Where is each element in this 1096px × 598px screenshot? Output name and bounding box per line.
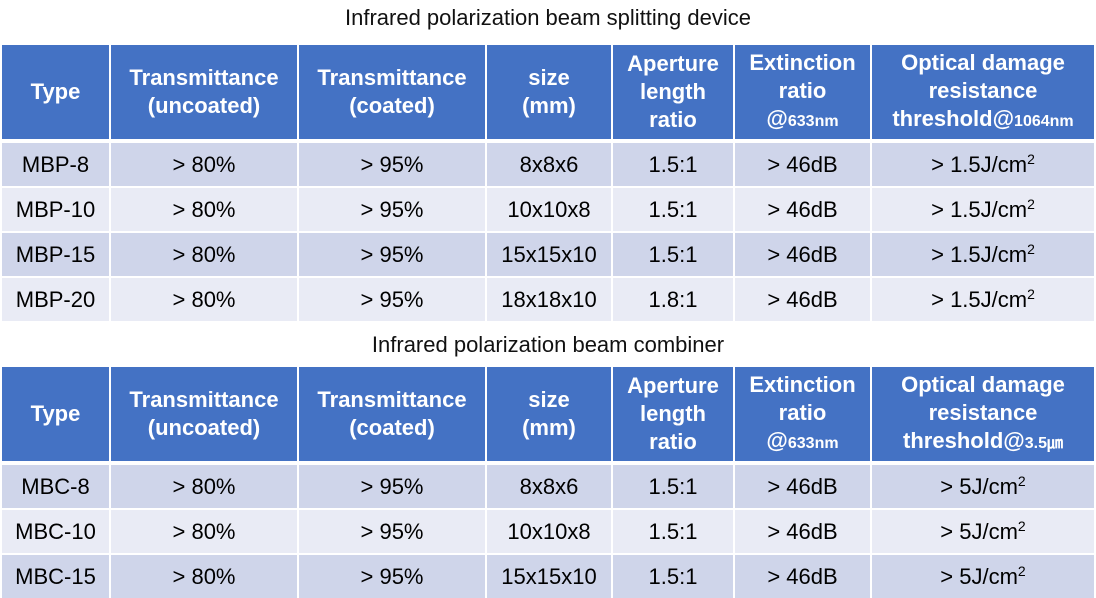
cell-transmittance-uncoated: > 80% (111, 553, 297, 598)
cell-aperture-length-ratio: 1.8:1 (613, 276, 733, 321)
table-row: MBP-8 > 80% > 95% 8x8x6 1.5:1 > 46dB > 1.5J/cm… (2, 141, 1094, 186)
header-type: Type (2, 45, 109, 141)
cell-damage-threshold: > 5J/cm2 (872, 508, 1094, 553)
cell-transmittance-coated: > 95% (299, 141, 485, 186)
cell-transmittance-uncoated: > 80% (111, 231, 297, 276)
header-transmittance-uncoated: Transmittance (uncoated) (111, 367, 297, 463)
cell-transmittance-coated: > 95% (299, 276, 485, 321)
cell-type: MBP-10 (2, 186, 109, 231)
threshold-value: > 1.5J/cm (931, 196, 1028, 222)
header-size: size (mm) (487, 45, 611, 141)
table-row: MBC-15 > 80% > 95% 15x15x10 1.5:1 > 46dB > 5J/… (2, 553, 1094, 598)
header-aperture-length-ratio: Aperture length ratio (613, 367, 733, 463)
cell-transmittance-uncoated: > 80% (111, 186, 297, 231)
cell-size: 10x10x8 (487, 186, 611, 231)
table-row: MBC-10 > 80% > 95% 10x10x8 1.5:1 > 46dB > 5J/c… (2, 508, 1094, 553)
table-row: MBP-15 > 80% > 95% 15x15x10 1.5:1 > 46dB > 1.5… (2, 231, 1094, 276)
cell-extinction-ratio: > 46dB (735, 463, 870, 508)
cell-damage-threshold: > 1.5J/cm2 (872, 141, 1094, 186)
table-header-row: Type Transmittance (uncoated) Transmittan… (2, 367, 1094, 463)
threshold-exponent: 2 (1027, 195, 1035, 212)
cell-transmittance-uncoated: > 80% (111, 463, 297, 508)
header-transmittance-coated: Transmittance (coated) (299, 367, 485, 463)
threshold-exponent: 2 (1027, 240, 1035, 257)
cell-damage-threshold: > 5J/cm2 (872, 463, 1094, 508)
table-row: MBC-8 > 80% > 95% 8x8x6 1.5:1 > 46dB > 5J/cm2 (2, 463, 1094, 508)
threshold-value: > 1.5J/cm (931, 286, 1028, 312)
threshold-value: > 1.5J/cm (931, 241, 1028, 267)
threshold-exponent: 2 (1027, 150, 1035, 167)
cell-damage-threshold: > 5J/cm2 (872, 553, 1094, 598)
cell-extinction-ratio: > 46dB (735, 553, 870, 598)
beam-splitter-body: MBP-8 > 80% > 95% 8x8x6 1.5:1 > 46dB > 1.5J/cm… (2, 141, 1094, 321)
header-type: Type (2, 367, 109, 463)
cell-type: MBC-8 (2, 463, 109, 508)
cell-damage-threshold: > 1.5J/cm2 (872, 231, 1094, 276)
cell-size: 8x8x6 (487, 463, 611, 508)
cell-extinction-ratio: > 46dB (735, 508, 870, 553)
beam-combiner-body: MBC-8 > 80% > 95% 8x8x6 1.5:1 > 46dB > 5J/cm2 M… (2, 463, 1094, 598)
cell-transmittance-coated: > 95% (299, 553, 485, 598)
cell-aperture-length-ratio: 1.5:1 (613, 553, 733, 598)
cell-damage-threshold: > 1.5J/cm2 (872, 186, 1094, 231)
cell-aperture-length-ratio: 1.5:1 (613, 186, 733, 231)
table-title-beam-splitter: Infrared polarization beam splitting dev… (344, 5, 751, 30)
cell-extinction-ratio: > 46dB (735, 141, 870, 186)
cell-aperture-length-ratio: 1.5:1 (613, 141, 733, 186)
threshold-exponent: 2 (1017, 562, 1026, 579)
cell-extinction-ratio: > 46dB (735, 276, 870, 321)
table-title-beam-combiner: Infrared polarization beam combiner (371, 332, 725, 357)
header-optical-damage-threshold: Optical damage resistance threshold@3.5㎛ (872, 367, 1094, 463)
cell-damage-threshold: > 1.5J/cm2 (872, 276, 1094, 321)
cell-transmittance-uncoated: > 80% (111, 508, 297, 553)
threshold-value: > 1.5J/cm (931, 151, 1028, 177)
cell-aperture-length-ratio: 1.5:1 (613, 508, 733, 553)
cell-transmittance-coated: > 95% (299, 508, 485, 553)
header-size: size (mm) (487, 367, 611, 463)
table-header-row: Type Transmittance (uncoated) Transmittan… (2, 45, 1094, 141)
cell-type: MBP-15 (2, 231, 109, 276)
cell-size: 10x10x8 (487, 508, 611, 553)
threshold-exponent: 2 (1017, 517, 1026, 534)
cell-transmittance-uncoated: > 80% (111, 141, 297, 186)
cell-size: 8x8x6 (487, 141, 611, 186)
beam-combiner-table: Type Transmittance (uncoated) Transmittan… (0, 367, 1096, 598)
cell-size: 15x15x10 (487, 231, 611, 276)
threshold-exponent: 2 (1027, 285, 1035, 302)
cell-transmittance-coated: > 95% (299, 463, 485, 508)
header-extinction-ratio: Extinction ratio @633nm (735, 367, 870, 463)
header-transmittance-uncoated: Transmittance (uncoated) (111, 45, 297, 141)
threshold-exponent: 2 (1017, 472, 1026, 489)
table-row: MBP-10 > 80% > 95% 10x10x8 1.5:1 > 46dB > 1.5J… (2, 186, 1094, 231)
cell-type: MBP-20 (2, 276, 109, 321)
cell-type: MBC-15 (2, 553, 109, 598)
cell-size: 15x15x10 (487, 553, 611, 598)
threshold-value: > 5J/cm (940, 518, 1018, 544)
header-extinction-ratio: Extinction ratio @633nm (735, 45, 870, 141)
header-optical-damage-threshold: Optical damage resistance threshold@1064nm (872, 45, 1094, 141)
beam-splitter-table: Type Transmittance (uncoated) Transmittan… (0, 45, 1096, 321)
cell-size: 18x18x10 (487, 276, 611, 321)
table-row: MBP-20 > 80% > 95% 18x18x10 1.8:1 > 46dB > 1.5… (2, 276, 1094, 321)
cell-aperture-length-ratio: 1.5:1 (613, 463, 733, 508)
cell-aperture-length-ratio: 1.5:1 (613, 231, 733, 276)
header-transmittance-coated: Transmittance (coated) (299, 45, 485, 141)
header-aperture-length-ratio: Aperture length ratio (613, 45, 733, 141)
cell-transmittance-coated: > 95% (299, 231, 485, 276)
threshold-value: > 5J/cm (940, 473, 1018, 499)
cell-extinction-ratio: > 46dB (735, 231, 870, 276)
threshold-value: > 5J/cm (940, 563, 1018, 589)
cell-transmittance-uncoated: > 80% (111, 276, 297, 321)
cell-type: MBC-10 (2, 508, 109, 553)
cell-type: MBP-8 (2, 141, 109, 186)
cell-extinction-ratio: > 46dB (735, 186, 870, 231)
cell-transmittance-coated: > 95% (299, 186, 485, 231)
